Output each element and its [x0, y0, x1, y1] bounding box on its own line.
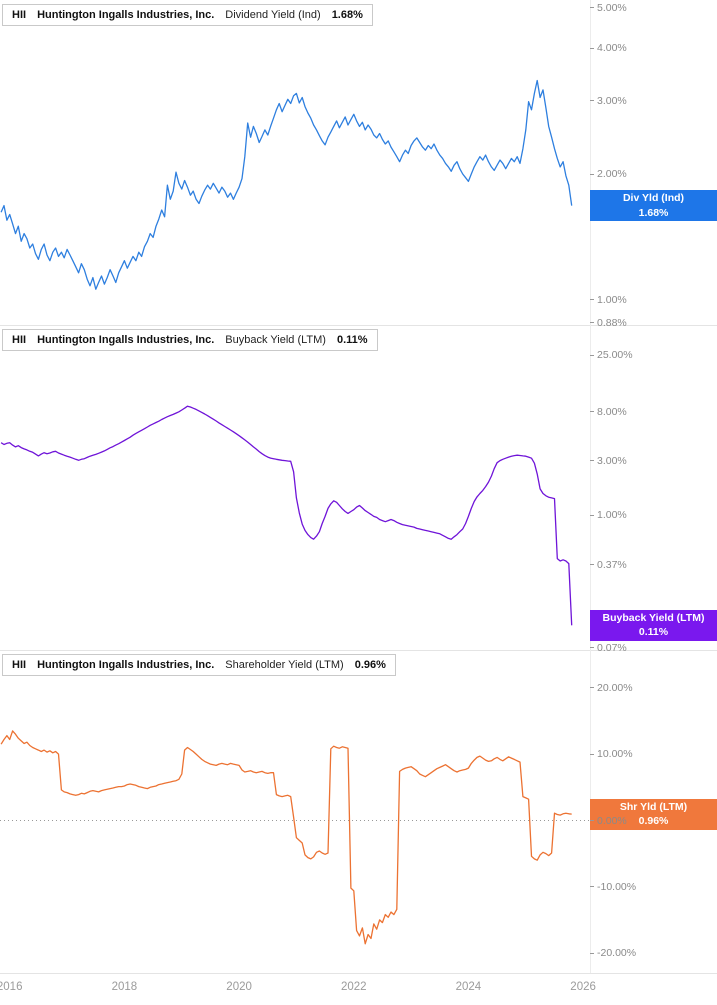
buyback-yield-series-line [0, 405, 573, 626]
legend-ticker: HII [12, 9, 27, 21]
legend-ticker: HII [12, 334, 27, 346]
shareholder-yield-series-line [0, 730, 572, 945]
y-axis-tick: 0.88% [590, 317, 627, 329]
y-axis-tick: 3.00% [590, 95, 627, 107]
flag-value: 1.68% [638, 206, 669, 219]
y-axis-tick: 25.00% [590, 349, 633, 361]
shareholder-yield-chart[interactable] [0, 650, 590, 973]
tick-mark [590, 100, 594, 101]
x-axis-label: 2020 [226, 981, 252, 993]
y-axis-tick: 4.00% [590, 42, 627, 54]
tick-mark [590, 753, 594, 755]
flag-label: Div Yld (Ind) [622, 192, 685, 205]
tick-label: 2.00% [597, 168, 627, 180]
tick-mark [590, 299, 594, 301]
y-axis-tick: -10.00% [590, 881, 636, 893]
legend-metric: Shareholder Yield (LTM) [225, 659, 344, 671]
last-value-flag-dividend-yield: Div Yld (Ind) 1.68% [590, 190, 717, 222]
tick-mark [590, 354, 594, 356]
dividend-yield-chart[interactable] [0, 0, 590, 325]
y-axis-tick: 2.00% [590, 168, 627, 180]
legend-value: 1.68% [331, 9, 363, 21]
flag-label: Shr Yld (LTM) [619, 800, 688, 813]
y-axis-tick: 3.00% [590, 455, 627, 467]
tick-label: 10.00% [597, 748, 633, 761]
y-axis-tick: -20.00% [590, 947, 636, 959]
tick-label: -20.00% [597, 947, 637, 960]
tick-label: 1.00% [597, 293, 627, 306]
tick-label: 20.00% [597, 681, 633, 694]
last-value-flag-shareholder-yield: Shr Yld (LTM) 0.96% [590, 798, 717, 830]
x-axis-label: 2018 [111, 981, 138, 993]
legend-value: 0.96% [354, 659, 386, 671]
y-axis-tick: 0.00% [590, 815, 627, 827]
tick-mark [590, 322, 594, 324]
legend-company: Huntington Ingalls Industries, Inc. [37, 9, 215, 21]
y-axis-tick: 0.07% [590, 642, 627, 654]
tick-label: 0.88% [597, 316, 627, 329]
tick-label: 0.37% [597, 558, 627, 571]
x-axis-label: 2024 [455, 981, 482, 993]
tick-label: 3.00% [597, 454, 627, 467]
tick-label: 1.00% [597, 509, 627, 522]
legend-buyback-yield[interactable]: HII Huntington Ingalls Industries, Inc. … [2, 329, 378, 351]
tick-mark [590, 687, 594, 689]
tick-mark [590, 411, 594, 413]
y-axis-tick: 1.00% [590, 509, 627, 521]
y-axis-tick: 0.37% [590, 559, 627, 571]
tick-label: 0.07% [597, 641, 627, 654]
x-axis-label: 2026 [570, 981, 596, 993]
y-axis-tick: 5.00% [590, 2, 627, 14]
tick-mark [590, 47, 594, 49]
y-axis-line [590, 0, 591, 973]
legend-ticker: HII [12, 659, 27, 671]
x-axis-line [0, 973, 717, 974]
tick-label: 5.00% [597, 1, 627, 14]
tick-mark [590, 564, 594, 566]
buyback-yield-chart[interactable] [0, 325, 590, 650]
tick-label: 3.00% [597, 94, 627, 107]
x-axis-label: 2016 [0, 981, 23, 993]
legend-company: Huntington Ingalls Industries, Inc. [37, 659, 215, 671]
y-axis-tick: 8.00% [590, 406, 627, 418]
legend-company: Huntington Ingalls Industries, Inc. [37, 334, 215, 346]
tick-mark [590, 886, 594, 888]
y-axis-tick: 1.00% [590, 294, 627, 306]
x-axis: 2016 2018 2020 2022 2024 2026 [0, 973, 717, 1005]
panel-divider [0, 325, 717, 326]
tick-label: 8.00% [597, 405, 627, 418]
legend-value: 0.11% [336, 334, 368, 346]
legend-metric: Buyback Yield (LTM) [225, 334, 326, 346]
tick-mark [590, 173, 594, 175]
tick-label: -10.00% [597, 880, 637, 893]
flag-value: 0.11% [638, 626, 669, 639]
tick-mark [590, 460, 594, 462]
legend-shareholder-yield[interactable]: HII Huntington Ingalls Industries, Inc. … [2, 654, 396, 676]
flag-value: 0.96% [638, 815, 669, 828]
tick-label: 4.00% [597, 42, 627, 55]
y-axis-tick: 10.00% [590, 748, 633, 760]
legend-metric: Dividend Yield (Ind) [225, 9, 321, 21]
tick-mark [590, 514, 594, 516]
dividend-yield-series-line [0, 79, 573, 290]
tick-mark [590, 7, 594, 9]
legend-dividend-yield[interactable]: HII Huntington Ingalls Industries, Inc. … [2, 4, 373, 26]
tick-mark [590, 647, 594, 649]
panel-divider [0, 650, 717, 651]
tick-label: 25.00% [597, 349, 633, 361]
tick-label: 0.00% [597, 814, 627, 827]
flag-label: Buyback Yield (LTM) [602, 612, 705, 625]
y-axis-tick: 20.00% [590, 682, 633, 694]
tick-mark [590, 820, 594, 821]
x-axis-label: 2022 [341, 981, 367, 993]
last-value-flag-buyback-yield: Buyback Yield (LTM) 0.11% [590, 609, 717, 641]
tick-mark [590, 952, 594, 954]
